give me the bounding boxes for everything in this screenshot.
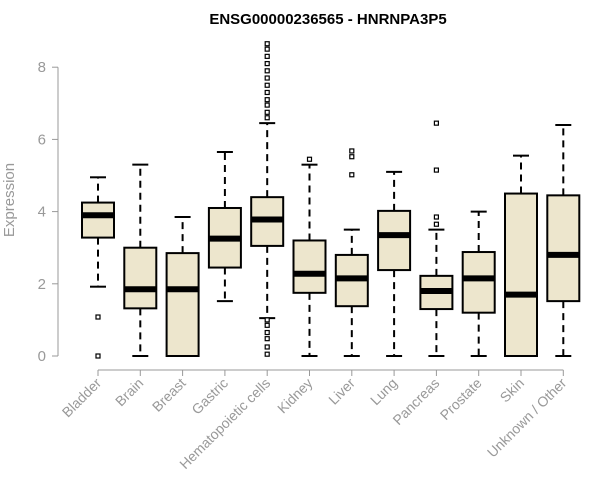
y-tick-label: 8 bbox=[38, 59, 46, 76]
box-kidney bbox=[292, 156, 327, 357]
x-tick-label: Skin bbox=[497, 375, 528, 406]
outlier-point bbox=[264, 97, 270, 103]
x-tick-label: Bladder bbox=[59, 375, 105, 421]
chart-title: ENSG00000236565 - HNRNPA3P5 bbox=[209, 11, 446, 28]
outlier-point bbox=[349, 172, 355, 178]
x-tick-label: Prostate bbox=[437, 375, 485, 423]
iqr-box bbox=[504, 192, 538, 357]
outlier-point bbox=[264, 75, 270, 81]
box-unknown-other bbox=[546, 123, 581, 357]
x-tick-label: Breast bbox=[149, 375, 189, 415]
outlier-point bbox=[349, 154, 355, 160]
outlier-point bbox=[349, 148, 355, 154]
outlier-point bbox=[264, 68, 270, 74]
y-tick-label: 4 bbox=[38, 204, 46, 221]
iqr-box bbox=[81, 201, 115, 239]
y-tick-label: 6 bbox=[38, 131, 46, 148]
outlier-point bbox=[264, 41, 270, 47]
outlier-point bbox=[433, 221, 439, 227]
outlier-point bbox=[264, 53, 270, 59]
box-hematopoietic-cells bbox=[250, 41, 285, 357]
outlier-point bbox=[433, 120, 439, 126]
x-tick-label: Pancreas bbox=[389, 375, 442, 428]
box-bladder bbox=[81, 176, 115, 359]
outlier-point bbox=[306, 156, 313, 162]
iqr-box bbox=[546, 194, 581, 303]
box-pancreas bbox=[419, 120, 454, 357]
iqr-box bbox=[292, 239, 327, 294]
outlier-point bbox=[264, 109, 270, 115]
y-axis-label: Expression bbox=[1, 163, 18, 237]
outlier-point bbox=[95, 353, 101, 359]
box-gastric bbox=[207, 151, 242, 303]
outlier-point bbox=[264, 46, 270, 52]
outlier-point bbox=[264, 89, 270, 96]
outlier-point bbox=[264, 329, 270, 336]
outlier-point bbox=[264, 317, 270, 323]
outlier-point bbox=[95, 314, 101, 320]
box-breast bbox=[165, 216, 200, 358]
x-tick-label: Kidney bbox=[274, 375, 316, 417]
box-prostate bbox=[461, 210, 496, 357]
outlier-point bbox=[433, 167, 439, 173]
iqr-box bbox=[165, 252, 200, 358]
outlier-point bbox=[264, 60, 270, 67]
box-liver bbox=[334, 148, 369, 357]
x-tick-label: Unknown / Other bbox=[484, 375, 570, 461]
outlier-point bbox=[264, 322, 270, 328]
box-lung bbox=[377, 170, 412, 357]
outlier-point bbox=[264, 82, 270, 88]
iqr-box bbox=[461, 251, 496, 314]
outlier-point bbox=[264, 115, 270, 121]
boxes-group bbox=[81, 41, 581, 359]
y-tick-label: 0 bbox=[38, 348, 46, 365]
box-brain bbox=[123, 163, 158, 357]
y-axis: 0 2 4 6 8 bbox=[38, 59, 59, 365]
box-skin bbox=[504, 154, 538, 357]
x-tick-label: Brain bbox=[112, 375, 146, 409]
x-tick-label: Lung bbox=[367, 375, 400, 408]
outlier-point bbox=[264, 351, 270, 357]
outlier-point bbox=[264, 344, 270, 350]
x-tick-label: Liver bbox=[325, 375, 358, 408]
outlier-point bbox=[264, 336, 270, 342]
outlier-point bbox=[264, 102, 270, 108]
iqr-box bbox=[123, 246, 158, 310]
y-tick-label: 2 bbox=[38, 276, 46, 293]
outlier-point bbox=[433, 214, 439, 220]
iqr-box bbox=[377, 209, 412, 272]
